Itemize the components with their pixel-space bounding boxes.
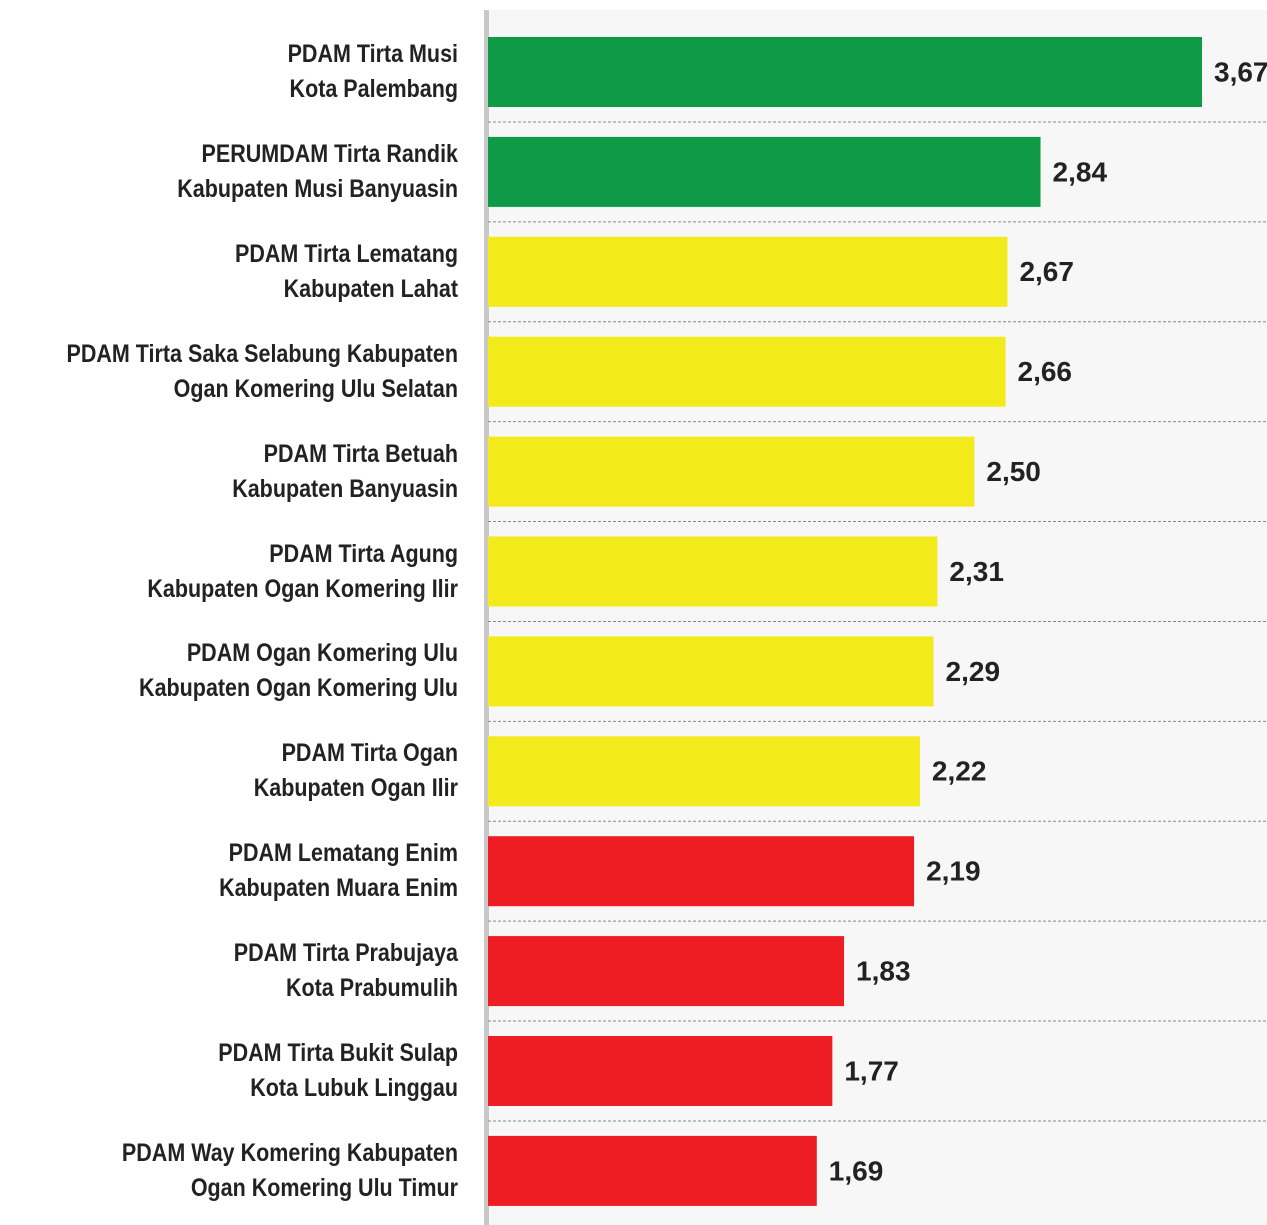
bar <box>488 836 915 907</box>
category-label: PDAM Tirta Saka Selabung Kabupaten Ogan … <box>66 339 458 403</box>
category-label: PDAM Tirta Lematang Kabupaten Lahat <box>234 239 458 303</box>
value-label: 2,84 <box>1053 156 1108 187</box>
value-label: 2,22 <box>932 756 987 787</box>
category-label: PDAM Tirta Agung Kabupaten Ogan Komering… <box>147 539 458 603</box>
bar <box>488 1036 833 1106</box>
axis-line <box>484 10 489 1225</box>
value-label: 2,19 <box>926 856 981 887</box>
bar <box>488 37 1202 107</box>
category-label: PDAM Way Komering Kabupaten Ogan Komerin… <box>121 1138 458 1202</box>
value-label: 2,31 <box>949 556 1004 587</box>
bar <box>488 636 934 707</box>
bar <box>488 936 845 1007</box>
value-label: 1,83 <box>856 955 911 986</box>
value-label: 2,66 <box>1018 356 1073 387</box>
value-label: 3,67 <box>1214 56 1267 87</box>
bar <box>488 136 1041 207</box>
category-label: PDAM Tirta Betuah Kabupaten Banyuasin <box>232 439 458 503</box>
category-label: PDAM Tirta Bukit Sulap Kota Lubuk Lingga… <box>218 1039 458 1102</box>
value-label: 1,69 <box>829 1155 884 1186</box>
value-label: 2,67 <box>1019 256 1074 287</box>
bar <box>488 536 938 607</box>
category-label: PDAM Tirta Ogan Kabupaten Ogan Ilir <box>253 739 458 803</box>
plot-background <box>486 10 1267 1225</box>
category-label: PDAM Lematang Enim Kabupaten Muara Enim <box>219 839 458 903</box>
value-label: 2,50 <box>986 456 1040 487</box>
bar <box>488 1135 817 1206</box>
category-label: PDAM Tirta Musi Kota Palembang <box>287 40 458 103</box>
value-label: 2,29 <box>946 656 1001 687</box>
bar <box>488 736 920 807</box>
category-label: PERUMDAM Tirta Randik Kabupaten Musi Ban… <box>177 139 458 203</box>
bar <box>488 236 1008 307</box>
category-label: PDAM Ogan Komering Ulu Kabupaten Ogan Ko… <box>139 639 458 703</box>
bar <box>488 336 1006 407</box>
bar <box>488 436 975 507</box>
value-label: 1,77 <box>844 1055 899 1086</box>
category-label: PDAM Tirta Prabujaya Kota Prabumulih <box>233 939 458 1003</box>
